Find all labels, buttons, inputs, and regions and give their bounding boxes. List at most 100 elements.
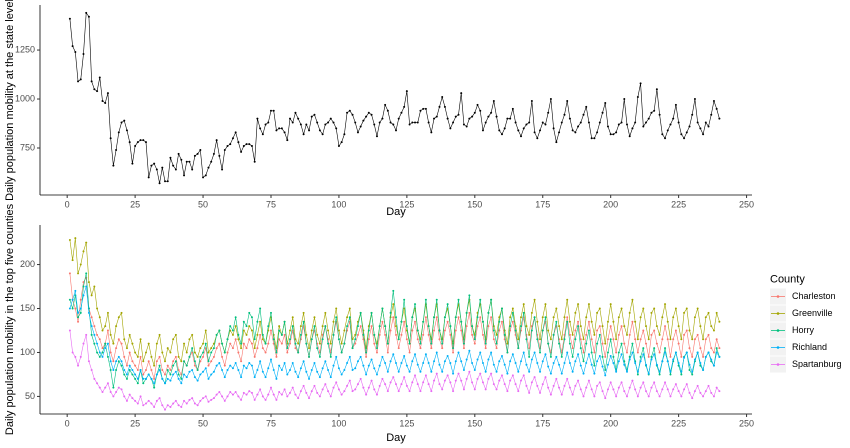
data-point — [117, 316, 120, 319]
data-point — [710, 347, 713, 350]
data-point — [658, 333, 661, 336]
data-point — [422, 107, 425, 110]
data-point — [250, 329, 253, 332]
data-point — [498, 129, 501, 132]
data-point — [693, 316, 696, 319]
data-point — [340, 141, 343, 144]
data-point — [424, 316, 427, 319]
data-point — [77, 272, 80, 275]
data-point — [378, 333, 381, 336]
data-point — [506, 372, 509, 375]
data-point — [476, 103, 479, 106]
data-point — [604, 397, 607, 400]
data-point — [631, 298, 634, 301]
data-point — [642, 125, 645, 128]
data-point — [460, 92, 463, 95]
data-point — [256, 369, 259, 372]
data-point — [117, 360, 120, 363]
data-point — [424, 298, 427, 301]
data-point — [715, 351, 718, 354]
data-point — [250, 342, 253, 345]
x-tick-label: 200 — [603, 199, 618, 209]
data-point — [400, 320, 403, 323]
data-point — [661, 388, 664, 391]
data-point — [185, 351, 188, 354]
data-point — [191, 168, 194, 171]
data-point — [669, 355, 672, 358]
data-point — [384, 383, 387, 386]
data-point — [577, 303, 580, 306]
data-point — [150, 402, 153, 405]
data-point — [289, 117, 292, 120]
data-point — [77, 80, 80, 83]
data-point — [563, 338, 566, 341]
data-point — [177, 355, 180, 358]
data-point — [479, 372, 482, 375]
data-point — [210, 351, 213, 354]
data-point — [471, 381, 474, 384]
data-point — [204, 395, 207, 398]
data-point — [164, 373, 167, 376]
data-point — [90, 80, 93, 83]
data-point — [207, 351, 210, 354]
data-point — [354, 338, 357, 341]
data-point — [476, 377, 479, 380]
data-point — [462, 388, 465, 391]
data-point — [335, 127, 338, 130]
data-point — [582, 113, 585, 116]
data-point — [528, 121, 531, 124]
data-point — [381, 320, 384, 323]
data-point — [185, 402, 188, 405]
data-point — [639, 338, 642, 341]
data-point — [237, 333, 240, 336]
data-point — [172, 373, 175, 376]
data-point — [291, 325, 294, 328]
data-point — [710, 113, 713, 116]
data-point — [446, 303, 449, 306]
data-point — [313, 362, 316, 365]
data-point — [134, 351, 137, 354]
data-point — [590, 363, 593, 366]
data-point — [672, 388, 675, 391]
data-point — [85, 11, 88, 14]
data-point — [245, 325, 248, 328]
data-point — [655, 325, 658, 328]
data-point — [253, 160, 256, 163]
data-point — [520, 316, 523, 319]
data-point — [321, 325, 324, 328]
data-point — [511, 107, 514, 110]
data-point — [596, 311, 599, 314]
data-point — [294, 342, 297, 345]
data-point — [180, 382, 183, 385]
data-point — [337, 329, 340, 332]
data-point — [354, 342, 357, 345]
data-point — [460, 329, 463, 332]
data-point — [664, 347, 667, 350]
data-point — [253, 398, 256, 401]
data-point — [533, 376, 536, 379]
data-point — [702, 355, 705, 358]
data-point — [517, 347, 520, 350]
data-point — [571, 393, 574, 396]
data-point — [310, 369, 313, 372]
data-point — [98, 386, 101, 389]
data-point — [153, 405, 156, 408]
legend-label: Horry — [792, 325, 814, 335]
data-point — [715, 311, 718, 314]
data-point — [606, 320, 609, 323]
data-point — [264, 351, 267, 354]
legend-label: Richland — [792, 342, 827, 352]
data-point — [286, 351, 289, 354]
data-point — [136, 402, 139, 405]
data-point — [109, 391, 112, 394]
data-point — [462, 342, 465, 345]
data-point — [653, 329, 656, 332]
data-point — [196, 379, 199, 382]
data-point — [568, 117, 571, 120]
data-point — [566, 298, 569, 301]
data-point — [658, 370, 661, 373]
data-point — [468, 349, 471, 352]
data-point — [373, 388, 376, 391]
data-point — [484, 370, 487, 373]
data-point — [109, 351, 112, 354]
